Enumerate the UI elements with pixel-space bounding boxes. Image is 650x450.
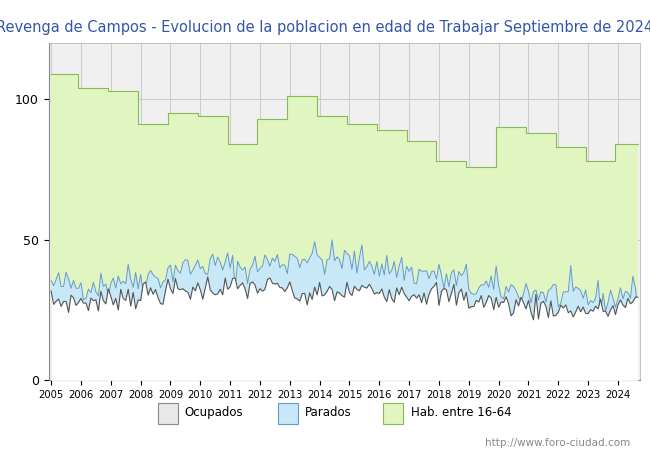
Text: Parados: Parados [305, 406, 352, 419]
FancyBboxPatch shape [384, 403, 403, 424]
FancyBboxPatch shape [278, 403, 298, 424]
Text: Revenga de Campos - Evolucion de la poblacion en edad de Trabajar Septiembre de : Revenga de Campos - Evolucion de la pobl… [0, 20, 650, 35]
Text: Ocupados: Ocupados [185, 406, 244, 419]
Text: Hab. entre 16-64: Hab. entre 16-64 [411, 406, 511, 419]
FancyBboxPatch shape [157, 403, 177, 424]
Text: http://www.foro-ciudad.com: http://www.foro-ciudad.com [486, 438, 630, 448]
